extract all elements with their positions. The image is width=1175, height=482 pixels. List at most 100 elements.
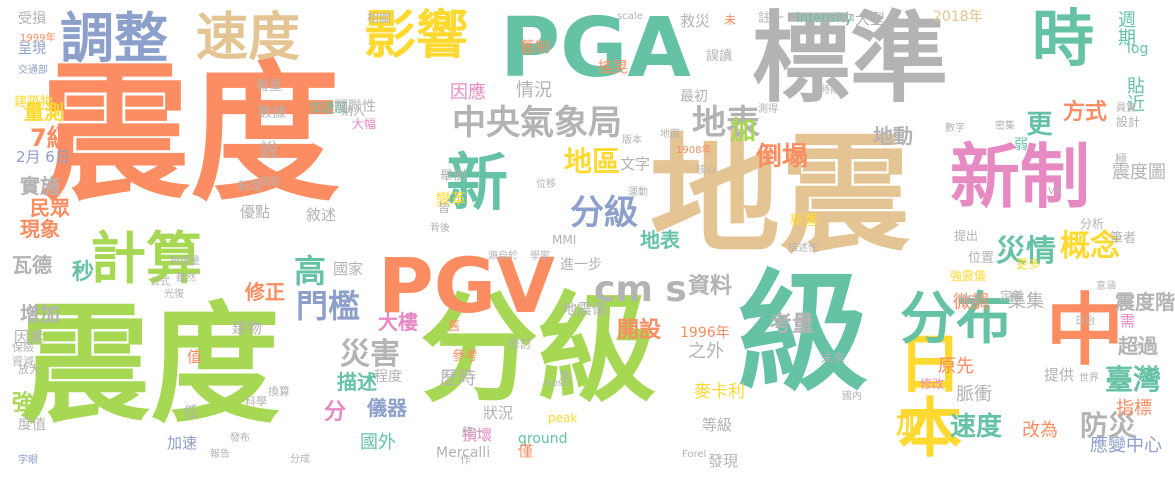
cloud-word: 舊制 [520,38,551,56]
cloud-word: 增加 [20,302,60,326]
cloud-word: 度值 [18,417,46,433]
cloud-word: PGA [500,1,691,96]
cloud-word: 資料 [688,274,733,299]
cloud-word: 設計 [1116,115,1141,129]
cloud-word: 貼近 [1124,76,1145,112]
cloud-word: 開設 [617,318,662,343]
cloud-word: 分布 [900,287,1012,352]
cloud-word: 臺灣 [1105,363,1162,396]
cloud-word: 震度階 [1115,290,1175,314]
cloud-word: 新 [446,146,509,219]
cloud-word: 1908年 [676,145,712,156]
cloud-word: 1996年 [680,325,730,341]
cloud-word: 因應 [450,82,486,103]
cloud-word: 改為 [1022,420,1058,441]
cloud-word: 說 [260,140,278,161]
cloud-word: 地震儀 [562,300,608,318]
cloud-word: 週期 [1115,10,1136,46]
cloud-word: 僅 [518,442,534,460]
cloud-word: 最初 [680,89,708,105]
cloud-word: 搖晃 [598,58,629,76]
cloud-word: 加 [730,116,757,146]
cloud-word: 地區 [564,145,621,178]
cloud-word: 新舊 [790,213,818,229]
cloud-word: 修改 [920,377,945,391]
cloud-word: 方式 [1063,100,1108,125]
cloud-word: 防災 [1080,409,1137,442]
cloud-word: 中 [1046,286,1125,376]
cloud-word: 提供 [1044,366,1075,384]
cloud-word: 需 [1120,312,1136,330]
cloud-word: 報告 [210,449,230,460]
cloud-word: 強 [12,391,35,416]
cloud-word: 弱 [1014,137,1028,153]
cloud-word: 敘述 [306,206,337,224]
cloud-word: 參考 [452,349,479,364]
cloud-word: 定義 [1000,289,1025,303]
cloud-word: 影響 [364,6,469,66]
cloud-word: Intensity [796,11,853,26]
cloud-word: 調整 [60,7,168,70]
cloud-word: 1999年 [20,33,56,44]
cloud-word: 未 [724,13,737,27]
cloud-word: 註一 [758,11,785,26]
cloud-word: 物理量 [170,256,200,267]
cloud-word: 瓦德 [12,253,52,277]
cloud-word: 建築物 [14,95,54,110]
cloud-word: 時期 [820,85,840,96]
cloud-word: 微調 [953,292,989,313]
cloud-word: MMI [552,233,577,247]
cloud-word: 優點 [240,203,271,221]
cloud-word: 員實 [1116,103,1136,114]
cloud-word: 指標 [1116,398,1152,419]
cloud-word: 放大 [18,363,40,376]
cloud-word: 級 [738,257,869,409]
cloud-word: 情況 [516,80,552,101]
cloud-word: 統一 [462,425,484,438]
cloud-word: 發現 [708,452,739,470]
cloud-word: cm s [594,269,687,310]
cloud-word: 新制 [950,136,1090,218]
cloud-word: 歷時 [440,368,476,389]
cloud-word: 皆 [438,201,451,215]
cloud-word: Rossi [545,378,571,389]
cloud-word: 納入 [341,104,366,118]
cloud-word: 中大型 [840,10,886,28]
cloud-word: 新增 [238,179,263,193]
cloud-word: 位移 [536,179,556,190]
cloud-word: 加 [896,410,923,440]
cloud-word: 民眾 [30,196,70,220]
cloud-word: 地表 [692,103,760,143]
cloud-word: 福瑞 [958,295,978,306]
cloud-word: 交通部 [18,65,48,76]
cloud-word: 麥卡利 [694,382,745,402]
cloud-word: 現象 [20,217,60,241]
cloud-word: 世界 [1079,373,1099,384]
cloud-word: 進一步 [560,257,602,273]
cloud-word: 倒塌 [756,142,809,172]
cloud-word: 日本 [887,330,961,458]
cloud-word: 脈衝 [956,384,992,405]
cloud-word: 修正 [245,280,285,304]
cloud-word: 著重 [256,79,283,94]
cloud-word: 2月 6日 [16,148,70,166]
cloud-word: 地面 [660,129,680,140]
cloud-word: 建物 [232,319,263,337]
cloud-word: 誤讀 [706,49,733,64]
cloud-word: 概念 [1060,229,1120,264]
cloud-word: 極 [1115,152,1128,166]
cloud-word: 災害 [340,337,400,372]
cloud-word: 儀器 [367,396,407,420]
cloud-word: 測得 [758,104,778,115]
cloud-word: 公式 [150,277,170,288]
cloud-word: 低 [183,403,199,421]
cloud-word: 災情 [996,234,1056,269]
cloud-word: 救災 [680,12,711,30]
cloud-word: 地表 [640,228,680,252]
cloud-word: 地震 [650,119,911,271]
cloud-word: 提出 [954,229,979,243]
cloud-word: 2018年 [933,9,983,25]
cloud-word: 背後 [430,223,450,234]
cloud-word: 國家 [333,260,364,278]
